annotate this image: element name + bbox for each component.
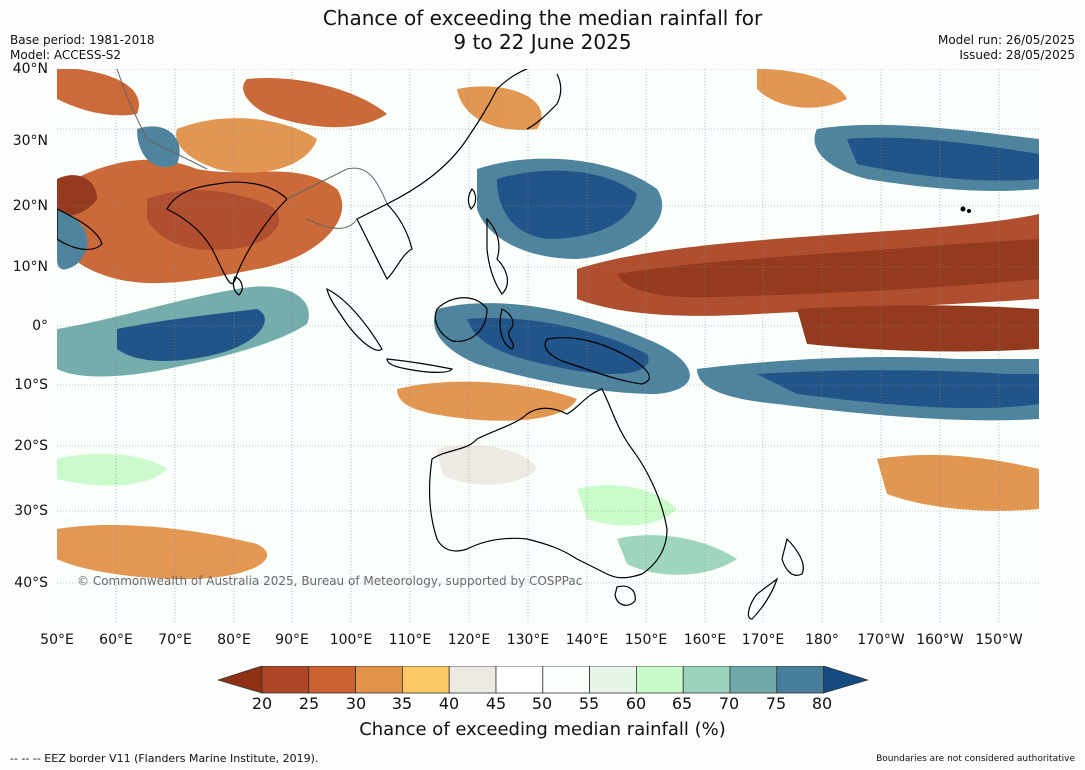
sumatra-coastline xyxy=(326,287,383,351)
lon-label: 70°E xyxy=(158,632,192,648)
lat-label: 10°S xyxy=(14,377,48,393)
model-run: Model run: 26/05/2025 xyxy=(937,33,1075,47)
tasmania-coastline xyxy=(614,585,636,606)
colorbar-tick: 40 xyxy=(438,694,460,713)
java-coastline xyxy=(386,358,453,373)
china-coastline xyxy=(386,69,528,205)
new-guinea-coastline xyxy=(544,337,650,385)
lat-label: 20°S xyxy=(14,438,48,454)
colorbar-segment xyxy=(542,666,590,694)
copyright-notice: © Commonwealth of Australia 2025, Bureau… xyxy=(77,574,583,588)
graticule xyxy=(57,69,1039,624)
lon-label: 150°E xyxy=(624,632,668,648)
colorbar-segment xyxy=(308,666,357,694)
borneo-coastline xyxy=(434,297,488,342)
lon-label: 110°E xyxy=(388,632,432,648)
lon-label: 90°E xyxy=(275,632,309,648)
lon-label: 50°E xyxy=(40,632,74,648)
colorbar-segment xyxy=(589,666,637,694)
map-title-line2: 9 to 22 June 2025 xyxy=(453,30,632,54)
rainfall-map xyxy=(57,69,1039,624)
lat-label: 0° xyxy=(32,318,48,334)
lat-label: 40°S xyxy=(14,575,48,591)
boundaries-disclaimer: Boundaries are not considered authoritat… xyxy=(876,754,1075,764)
indochina-coastline xyxy=(356,203,413,281)
lon-label: 130°E xyxy=(506,632,550,648)
issued-date: Issued: 28/05/2025 xyxy=(959,48,1075,62)
sulawesi-coastline xyxy=(499,308,514,350)
colorbar-tick: 60 xyxy=(625,694,647,713)
lat-label: 40°N xyxy=(12,61,48,77)
model-name: Model: ACCESS-S2 xyxy=(10,48,122,62)
colorbar-segment xyxy=(261,666,310,694)
map-title-line1: Chance of exceeding the median rainfall … xyxy=(322,6,763,30)
colorbar-low-extension xyxy=(218,666,263,694)
india-coastline xyxy=(166,181,288,284)
colorbar-tick: 35 xyxy=(391,694,413,713)
colorbar-tick: 75 xyxy=(765,694,787,713)
lat-label: 30°S xyxy=(14,503,48,519)
colorbar-tick: 55 xyxy=(578,694,600,713)
new-zealand-coastline xyxy=(747,537,804,620)
colorbar-tick: 20 xyxy=(251,694,273,713)
colorbar-segment xyxy=(448,666,497,694)
lon-label: 170°E xyxy=(741,632,785,648)
lon-label: 80°E xyxy=(217,632,251,648)
lat-label: 10°N xyxy=(12,259,48,275)
australia-coastline xyxy=(428,388,668,579)
colorbar xyxy=(218,666,869,694)
colorbar-tick: 50 xyxy=(531,694,553,713)
base-period: Base period: 1981-2018 xyxy=(10,33,155,47)
lon-label: 140°E xyxy=(565,632,609,648)
lat-label: 20°N xyxy=(12,198,48,214)
colorbar-segment xyxy=(729,666,778,694)
colorbar-tick: 25 xyxy=(298,694,320,713)
colorbar-segments xyxy=(218,666,869,694)
lon-label: 100°E xyxy=(329,632,373,648)
hawaii-islands xyxy=(960,206,971,213)
japan-coastline xyxy=(526,73,562,130)
coastlines xyxy=(57,69,804,620)
colorbar-segment xyxy=(401,666,450,694)
arabia-coastline xyxy=(57,208,103,251)
lon-label: 180° xyxy=(805,632,839,648)
colorbar-segment xyxy=(682,666,731,694)
colorbar-title: Chance of exceeding median rainfall (%) xyxy=(359,719,726,740)
lon-label: 60°E xyxy=(99,632,133,648)
country-borders xyxy=(116,69,388,229)
colorbar-tick: 45 xyxy=(485,694,507,713)
lon-label: 120°E xyxy=(447,632,491,648)
colorbar-segment xyxy=(635,666,684,694)
colorbar-high-extension xyxy=(823,666,869,694)
eez-border-note: -- -- -- EEZ border V11 (Flanders Marine… xyxy=(10,752,319,765)
lon-label: 160°W xyxy=(916,632,964,648)
colorbar-segment xyxy=(495,666,544,694)
sri-lanka-coastline xyxy=(232,276,243,296)
philippines-coastline xyxy=(486,217,509,295)
colorbar-segment xyxy=(355,666,403,694)
colorbar-segment xyxy=(776,666,824,694)
lat-label: 30°N xyxy=(12,133,48,149)
colorbar-tick: 65 xyxy=(671,694,693,713)
colorbar-tick: 30 xyxy=(345,694,367,713)
lon-label: 160°E xyxy=(683,632,727,648)
lon-label: 150°W xyxy=(975,632,1023,648)
lon-label: 170°W xyxy=(857,632,905,648)
colorbar-tick: 80 xyxy=(811,694,833,713)
colorbar-tick: 70 xyxy=(718,694,740,713)
rainfall-anomaly-fields xyxy=(57,69,1039,579)
taiwan-coastline xyxy=(467,188,477,210)
